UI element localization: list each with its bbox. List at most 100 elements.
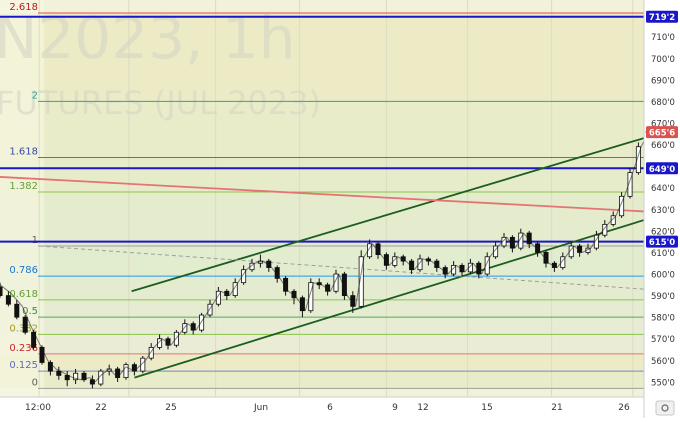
fib-band <box>0 334 644 354</box>
price-path-segment <box>81 377 90 381</box>
price-path-segment <box>296 297 306 311</box>
candle-body <box>593 234 599 249</box>
price-path-segment <box>304 282 315 311</box>
trendline-channel-upper[interactable] <box>131 137 645 293</box>
price-path-segment <box>262 260 272 268</box>
price-tick-label: 710'0 <box>651 33 675 43</box>
horizontal-lines[interactable] <box>0 15 644 243</box>
price-path-segment <box>355 256 365 307</box>
candle-body <box>375 243 381 255</box>
candle-body <box>560 256 566 268</box>
settings-icon-frame[interactable] <box>655 400 675 416</box>
price-path-segment <box>523 232 533 245</box>
trendline-resistance-red[interactable] <box>0 176 645 213</box>
price-path-segment <box>615 196 625 216</box>
watermark-symbol: N2023, 1h <box>0 4 296 72</box>
candle-body <box>308 282 314 312</box>
price-tick-label: 680'0 <box>651 98 675 108</box>
fib-level-label: 2.618 <box>9 2 38 13</box>
time-axis-background <box>0 397 644 418</box>
price-tick-label: 590'0 <box>651 292 675 302</box>
fib-level-label: 1.618 <box>9 147 38 158</box>
price-path-segment <box>456 264 466 273</box>
fib-band-top <box>0 0 644 13</box>
price-tick-label: 610'0 <box>651 249 675 259</box>
candle-body <box>535 243 541 253</box>
candle-body <box>602 223 608 236</box>
price-path-segment <box>288 290 298 299</box>
price-path-segment <box>598 224 608 236</box>
fib-band <box>0 276 644 300</box>
time-tick-label: 15 <box>481 403 492 413</box>
candle-body <box>274 267 280 279</box>
price-path-segment <box>229 282 239 296</box>
candle-body <box>81 372 87 381</box>
price-tick-label: 620'0 <box>651 227 675 237</box>
time-tick-label: 25 <box>165 403 176 413</box>
price-path-segment <box>565 245 575 258</box>
price-tick-label: 630'0 <box>651 206 675 216</box>
candle-body <box>207 303 213 316</box>
price-path-segment <box>481 256 491 275</box>
fib-band-bottom <box>0 388 644 397</box>
candle-body <box>392 256 398 266</box>
price-path-segment <box>439 267 449 275</box>
settings-icon-gear <box>661 404 669 412</box>
chart-settings-icon[interactable] <box>655 400 675 416</box>
price-path-segment <box>108 368 118 378</box>
price-path-segment <box>134 359 146 372</box>
price-path-segment <box>64 372 74 379</box>
price-path-segment <box>506 237 516 249</box>
candle-body <box>467 262 473 273</box>
price-path-segment <box>178 323 188 335</box>
candle-body <box>283 277 289 292</box>
trend-lines[interactable] <box>0 137 645 379</box>
fib-level-label: 2 <box>32 90 38 101</box>
price-path-segment <box>21 306 32 326</box>
fibonacci-levels[interactable]: 2.61821.6181.38210.7860.6180.50.3820.236… <box>9 2 644 389</box>
price-path-segment <box>279 278 289 292</box>
candle-body <box>417 258 423 271</box>
price-path-segment <box>329 273 340 292</box>
trendline-channel-lower[interactable] <box>134 219 645 379</box>
price-path-segment <box>607 215 617 225</box>
price-path-segment <box>405 260 415 271</box>
candle-body <box>543 252 549 264</box>
candle-body <box>199 314 205 331</box>
price-path-segment <box>489 245 499 258</box>
candle-body <box>148 346 154 359</box>
price-path-segment <box>47 359 57 370</box>
time-tick-label: 6 <box>327 403 333 413</box>
price-tick-label: 600'0 <box>651 271 675 281</box>
fib-level-label: 0.618 <box>9 289 38 300</box>
price-badge-label: 719'2 <box>649 13 675 23</box>
candle-body <box>619 195 625 217</box>
fib-level-label: 0.236 <box>9 343 38 354</box>
price-badge <box>646 10 678 23</box>
price-path-segment <box>346 295 356 307</box>
price-path-segment <box>582 247 592 253</box>
price-tick-label: 560'0 <box>651 357 675 367</box>
candle-body <box>157 338 163 348</box>
price-path-segment <box>10 293 23 307</box>
price-path-segment <box>514 232 525 249</box>
price-path-segment <box>338 273 348 296</box>
candle-body <box>627 172 633 197</box>
price-path-segment <box>623 172 634 197</box>
candle-body <box>526 232 532 245</box>
candle-body <box>232 282 238 296</box>
candle-body <box>5 295 11 305</box>
fib-level-label: 0.5 <box>22 306 38 317</box>
candle-body <box>610 215 616 225</box>
price-tick-label: 580'0 <box>651 314 675 324</box>
price-path-segment <box>388 256 398 266</box>
price-path-segment <box>372 243 382 255</box>
candle-body <box>350 295 356 307</box>
trendline-dashed-gray[interactable] <box>39 245 645 290</box>
fib-level-label: 0 <box>32 377 38 388</box>
candle-body <box>383 254 389 266</box>
watermark-subtitle: FUTURES (JUL 2023) <box>0 84 321 122</box>
